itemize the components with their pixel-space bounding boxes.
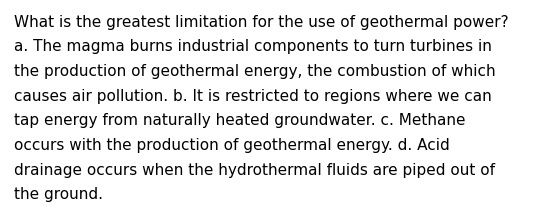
Text: drainage occurs when the hydrothermal fluids are piped out of: drainage occurs when the hydrothermal fl…: [14, 163, 495, 178]
Text: the ground.: the ground.: [14, 187, 103, 202]
Text: tap energy from naturally heated groundwater. c. Methane: tap energy from naturally heated groundw…: [14, 113, 465, 128]
Text: What is the greatest limitation for the use of geothermal power?: What is the greatest limitation for the …: [14, 15, 508, 30]
Text: occurs with the production of geothermal energy. d. Acid: occurs with the production of geothermal…: [14, 138, 450, 153]
Text: the production of geothermal energy, the combustion of which: the production of geothermal energy, the…: [14, 64, 496, 79]
Text: a. The magma burns industrial components to turn turbines in: a. The magma burns industrial components…: [14, 39, 492, 54]
Text: causes air pollution. b. It is restricted to regions where we can: causes air pollution. b. It is restricte…: [14, 89, 492, 104]
